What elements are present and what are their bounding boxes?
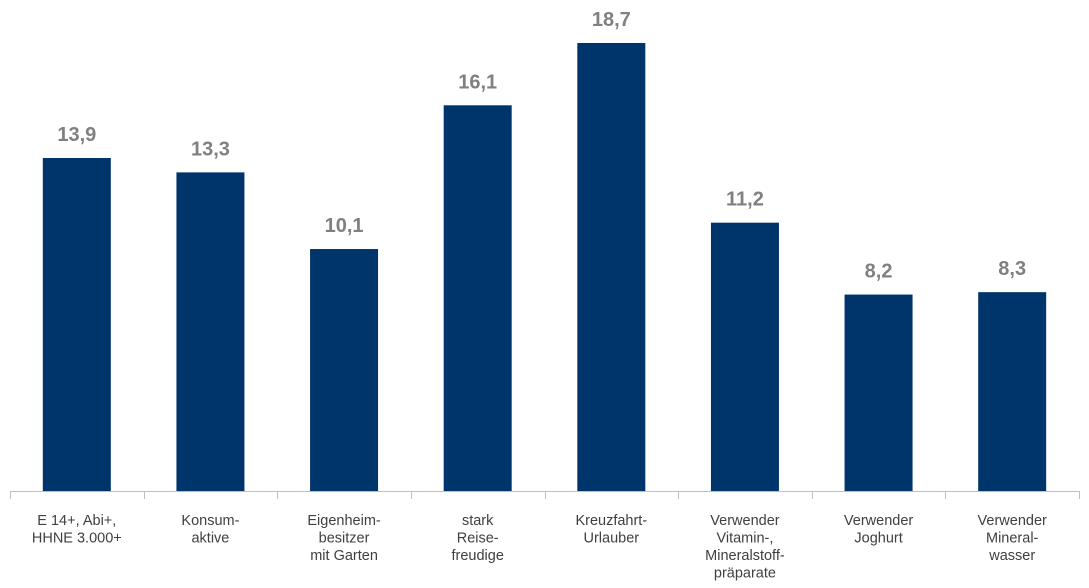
category-labels-group: E 14+, Abi+, HHNE 3.000+ Konsum-aktive Eige… [32,513,1047,582]
value-label: 18,7 [592,9,631,31]
bar [844,294,913,491]
value-label: 8,2 [865,261,893,283]
category-label: Verwender Joghurt [844,513,913,547]
value-label: 16,1 [458,71,497,93]
value-label: 10,1 [325,215,364,237]
category-label: E 14+, Abi+, HHNE 3.000+ [32,513,122,547]
category-label: Kreuzfahrt-Urlauber [575,513,647,547]
value-label: 13,9 [57,124,96,146]
bar [710,222,779,491]
value-label: 8,3 [998,258,1026,280]
bars-group [42,43,1047,492]
bar [42,157,111,491]
bar [176,172,245,491]
value-label: 11,2 [726,189,764,211]
category-label: Konsum-aktive [181,513,239,547]
category-label: Verwender Vitamin-, Mineralstoff-präparate [705,513,785,582]
category-label: stark Reise-freudige [451,513,503,564]
bar [978,292,1047,491]
category-label: Verwender Mineral-wasser [978,513,1047,564]
x-axis [10,491,1080,499]
bar [310,249,379,491]
category-label: Eigenheim-besitzer mit Garten [307,513,381,564]
bar [577,43,646,491]
value-label: 13,3 [191,138,230,160]
bar [443,105,512,492]
value-labels-group: 13,9 13,3 10,1 16,1 18,7 11,2 8,2 8,3 [57,9,1026,283]
